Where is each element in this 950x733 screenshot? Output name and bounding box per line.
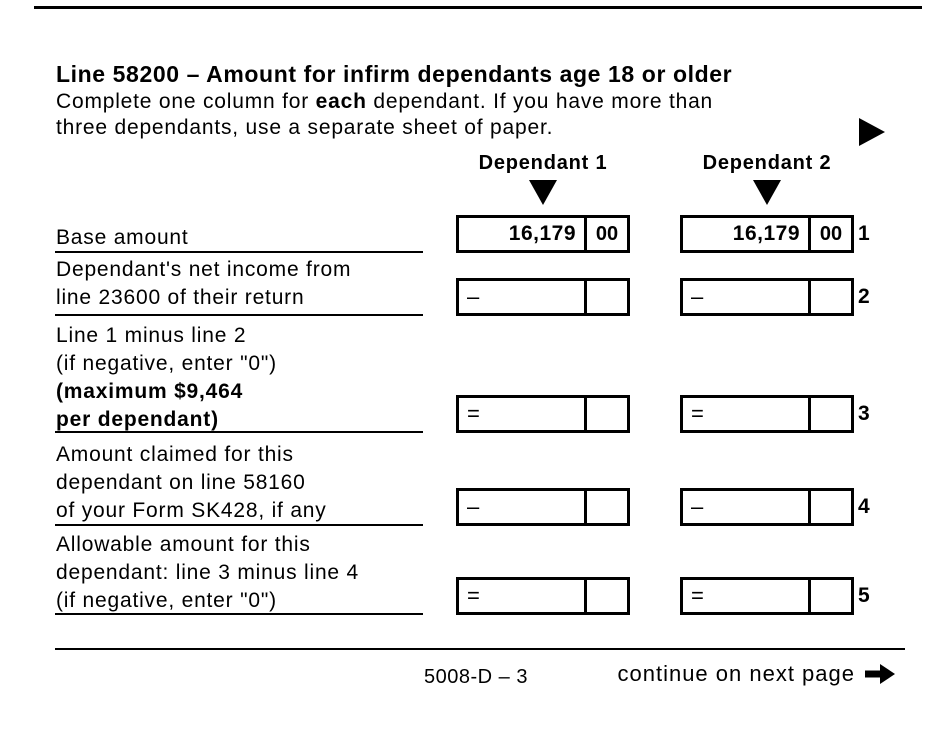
intro-line-1-pre: Complete one column for	[56, 90, 316, 113]
row-label: Amount claimed for this dependant on lin…	[56, 441, 428, 525]
down-triangle-icon	[753, 180, 781, 205]
page-title: Line 58200 – Amount for infirm dependant…	[56, 61, 733, 87]
label-underline	[55, 251, 423, 253]
cents-field[interactable]	[811, 281, 851, 313]
row-label-line: dependant: line 3 minus line 4	[56, 561, 360, 584]
amount-box-dep1-line4[interactable]: –	[456, 488, 630, 526]
continue-note: continue on next page	[617, 661, 895, 687]
amount-box-dep2-line5[interactable]: =	[680, 577, 854, 615]
cents-field[interactable]	[587, 491, 627, 523]
cents-field[interactable]	[811, 491, 851, 523]
cents-field[interactable]	[587, 398, 627, 430]
row-label-line: (if negative, enter "0")	[56, 589, 277, 612]
top-rule	[34, 6, 922, 9]
row-label-line: Allowable amount for this	[56, 533, 311, 556]
minus-operator: –	[691, 494, 704, 519]
cents-field[interactable]	[587, 281, 627, 313]
intro-line-1-bold: each	[315, 90, 367, 113]
intro-line-2: three dependants, use a separate sheet o…	[56, 116, 554, 139]
amount-value: 16,179	[508, 222, 576, 245]
row-label-line: (maximum $9,464	[56, 380, 244, 403]
down-triangle-icon	[529, 180, 557, 205]
row-label: Line 1 minus line 2 (if negative, enter …	[56, 322, 428, 434]
amount-box-dep2-line4[interactable]: –	[680, 488, 854, 526]
amount-box-dep2-line2[interactable]: –	[680, 278, 854, 316]
cents-field[interactable]	[811, 580, 851, 612]
amount-field[interactable]: –	[683, 491, 811, 523]
label-underline	[55, 431, 423, 433]
intro-line-1: Complete one column for each dependant. …	[56, 90, 713, 114]
amount-box-dep2-line3[interactable]: =	[680, 395, 854, 433]
right-triangle-icon	[859, 118, 885, 146]
equals-operator: =	[467, 401, 480, 426]
row-label: Dependant's net income from line 23600 o…	[56, 256, 428, 312]
row-label-line: line 23600 of their return	[56, 286, 305, 309]
row-label-line: (if negative, enter "0")	[56, 352, 277, 375]
equals-operator: =	[467, 583, 480, 608]
amount-field[interactable]: 16,179	[683, 218, 811, 250]
column-header-dependant-2: Dependant 2	[702, 152, 832, 174]
label-underline	[55, 314, 423, 316]
amount-field[interactable]: 16,179	[459, 218, 587, 250]
row-label-line: Base amount	[56, 226, 189, 249]
line-number: 4	[858, 495, 870, 518]
equals-operator: =	[691, 583, 704, 608]
amount-box-dep1-line2[interactable]: –	[456, 278, 630, 316]
amount-field[interactable]: =	[459, 398, 587, 430]
line-number: 5	[858, 584, 870, 607]
row-label-line: Line 1 minus line 2	[56, 324, 247, 347]
column-header-dependant-1: Dependant 1	[478, 152, 608, 174]
row-label-line: per dependant)	[56, 408, 219, 431]
amount-value: 16,179	[732, 222, 800, 245]
minus-operator: –	[691, 284, 704, 309]
row-label-line: dependant on line 58160	[56, 471, 306, 494]
cents-field[interactable]: 00	[595, 222, 619, 245]
cents-field[interactable]	[587, 580, 627, 612]
label-underline	[55, 524, 423, 526]
cents-field[interactable]: 00	[819, 222, 843, 245]
amount-field[interactable]: –	[459, 281, 587, 313]
row-label-line: of your Form SK428, if any	[56, 499, 327, 522]
label-underline	[55, 613, 423, 615]
amount-box-dep1-line1[interactable]: 16,179 00	[456, 215, 630, 253]
equals-operator: =	[691, 401, 704, 426]
minus-operator: –	[467, 284, 480, 309]
amount-box-dep1-line5[interactable]: =	[456, 577, 630, 615]
line-number: 2	[858, 285, 870, 308]
row-label-line: Amount claimed for this	[56, 443, 294, 466]
minus-operator: –	[467, 494, 480, 519]
row-label: Base amount	[56, 224, 428, 252]
amount-field[interactable]: –	[459, 491, 587, 523]
amount-field[interactable]: =	[683, 580, 811, 612]
form-code: 5008-D – 3	[424, 666, 528, 688]
line-number: 1	[858, 222, 870, 245]
amount-box-dep1-line3[interactable]: =	[456, 395, 630, 433]
amount-field[interactable]: =	[683, 398, 811, 430]
heavy-right-arrow-icon	[865, 664, 895, 684]
intro-line-1-post: dependant. If you have more than	[366, 90, 714, 113]
row-label-line: Dependant's net income from	[56, 258, 352, 281]
row-label: Allowable amount for this dependant: lin…	[56, 531, 428, 615]
continue-text: continue on next page	[617, 661, 855, 686]
footer-rule	[55, 648, 905, 650]
amount-box-dep2-line1[interactable]: 16,179 00	[680, 215, 854, 253]
cents-field[interactable]	[811, 398, 851, 430]
amount-field[interactable]: –	[683, 281, 811, 313]
amount-field[interactable]: =	[459, 580, 587, 612]
line-number: 3	[858, 402, 870, 425]
